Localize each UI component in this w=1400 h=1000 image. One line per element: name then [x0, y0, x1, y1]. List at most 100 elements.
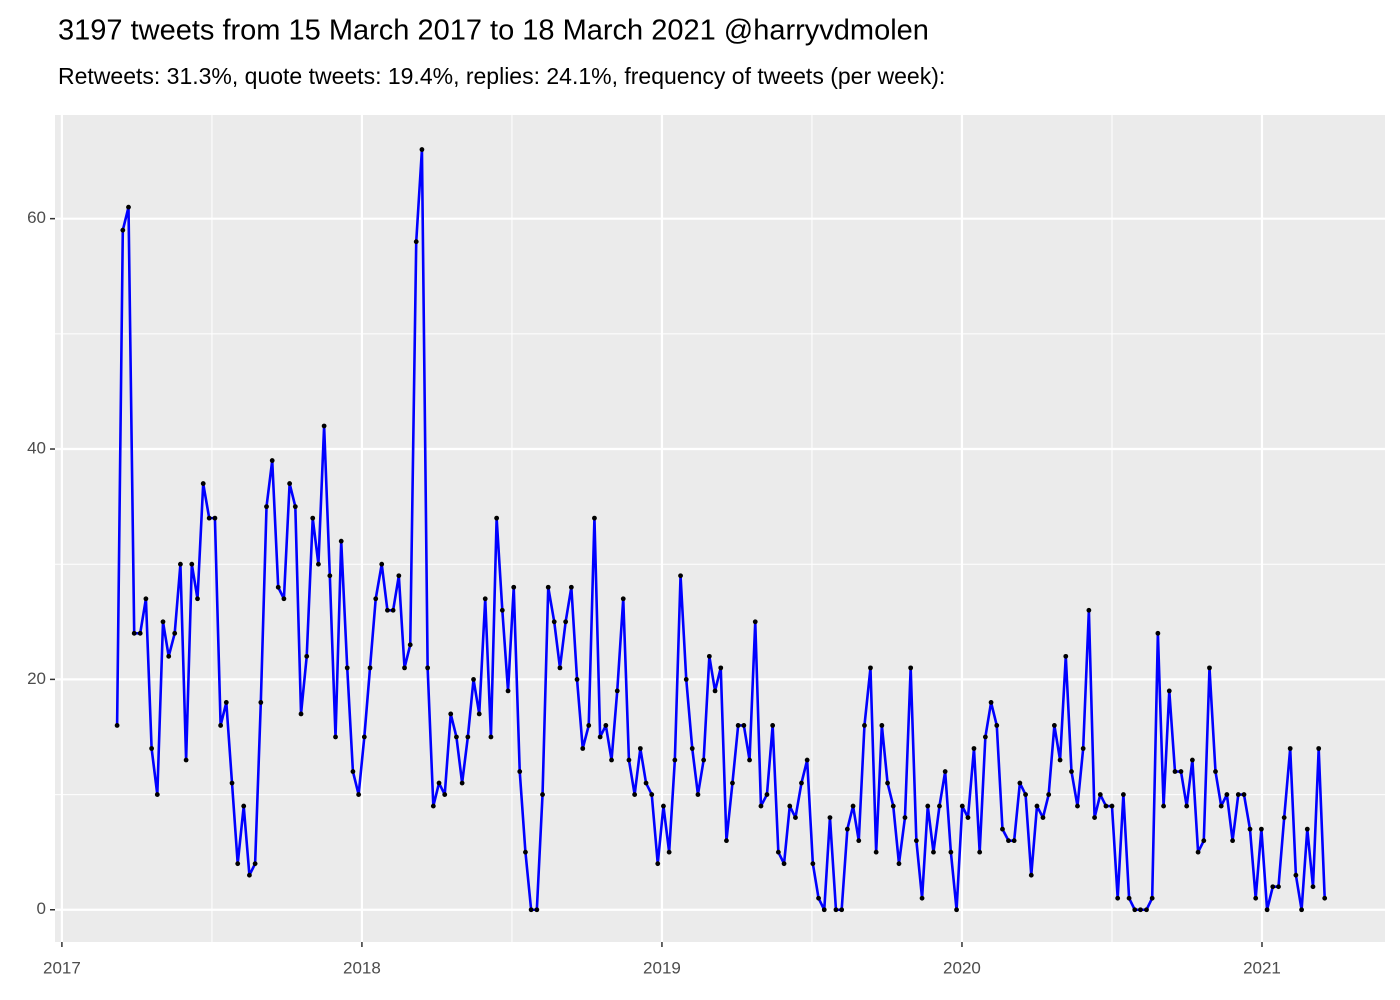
data-point	[356, 792, 362, 797]
data-point	[407, 642, 413, 648]
data-point	[1063, 653, 1069, 659]
data-point	[862, 723, 867, 728]
data-point	[787, 803, 793, 809]
data-point	[672, 757, 678, 763]
data-point	[494, 515, 500, 521]
data-point	[517, 769, 523, 774]
data-point	[511, 584, 517, 590]
data-point	[913, 838, 919, 844]
x-tick-label: 2019	[643, 958, 681, 977]
data-point	[310, 515, 316, 521]
data-point	[965, 815, 971, 821]
data-point	[1132, 907, 1138, 913]
data-point	[1046, 792, 1052, 797]
data-point	[1120, 792, 1126, 797]
data-point	[459, 780, 465, 786]
data-point	[592, 515, 597, 521]
data-point	[379, 561, 385, 567]
data-point	[827, 815, 833, 821]
data-point	[1017, 780, 1023, 786]
data-point	[1051, 723, 1057, 728]
data-point	[937, 803, 942, 809]
chart-subtitle: Retweets: 31.3%, quote tweets: 19.4%, re…	[58, 63, 945, 89]
data-point	[614, 688, 620, 694]
data-point	[235, 861, 241, 867]
data-point	[603, 723, 609, 728]
data-point	[844, 826, 850, 832]
data-point	[804, 757, 810, 763]
plot-panel	[55, 115, 1385, 942]
data-point	[528, 907, 534, 913]
data-point	[816, 895, 821, 901]
data-point	[1195, 849, 1201, 855]
data-point	[954, 907, 959, 913]
data-point	[1322, 895, 1328, 901]
x-tick-label: 2017	[43, 958, 81, 977]
data-point	[154, 792, 160, 797]
data-point	[632, 792, 638, 797]
data-point	[442, 792, 448, 797]
data-point	[821, 907, 827, 913]
data-point	[321, 423, 327, 429]
data-point	[143, 596, 149, 602]
data-point	[476, 711, 482, 717]
data-point	[1304, 826, 1310, 832]
data-point	[775, 849, 781, 855]
data-point	[465, 734, 471, 740]
data-point	[1207, 665, 1212, 671]
data-point	[1281, 815, 1287, 821]
data-point	[563, 619, 569, 625]
data-point	[850, 803, 856, 809]
data-point	[264, 504, 269, 510]
data-point	[1000, 826, 1005, 832]
data-point	[1023, 792, 1028, 797]
data-point	[586, 723, 592, 728]
data-point	[1161, 803, 1166, 809]
data-point	[373, 596, 379, 602]
data-point	[367, 665, 373, 671]
data-point	[718, 665, 724, 671]
data-point	[706, 653, 712, 659]
data-point	[304, 653, 310, 659]
data-point	[758, 803, 764, 809]
data-point	[741, 723, 747, 728]
data-point	[425, 665, 431, 671]
data-point	[551, 619, 557, 625]
data-point	[1109, 803, 1115, 809]
data-point	[1144, 907, 1149, 913]
data-point	[344, 665, 350, 671]
data-point	[1075, 803, 1080, 809]
data-point	[390, 607, 396, 613]
data-point	[1006, 838, 1011, 844]
data-point	[292, 504, 298, 510]
data-point	[666, 849, 672, 855]
data-point	[247, 872, 252, 878]
x-tick-label: 2020	[943, 958, 981, 977]
data-point	[534, 907, 540, 913]
data-point	[1189, 757, 1195, 763]
data-point	[1086, 607, 1092, 613]
data-point	[1201, 838, 1207, 844]
data-point	[1103, 803, 1109, 809]
data-point	[695, 792, 701, 797]
data-point	[195, 596, 200, 602]
data-point	[454, 734, 459, 740]
data-point	[919, 895, 925, 901]
data-point	[160, 619, 166, 625]
data-point	[316, 561, 321, 567]
data-point	[833, 907, 839, 913]
data-point	[597, 734, 603, 740]
data-point	[396, 573, 402, 579]
data-point	[333, 734, 338, 740]
data-point	[977, 849, 983, 855]
data-point	[1264, 907, 1270, 913]
data-point	[701, 757, 707, 763]
data-point	[436, 780, 442, 786]
data-point	[149, 746, 155, 751]
data-point	[557, 665, 563, 671]
data-point	[1011, 838, 1017, 844]
data-point	[488, 734, 494, 740]
data-point	[580, 746, 586, 751]
data-point	[1092, 815, 1097, 821]
data-point	[982, 734, 988, 740]
